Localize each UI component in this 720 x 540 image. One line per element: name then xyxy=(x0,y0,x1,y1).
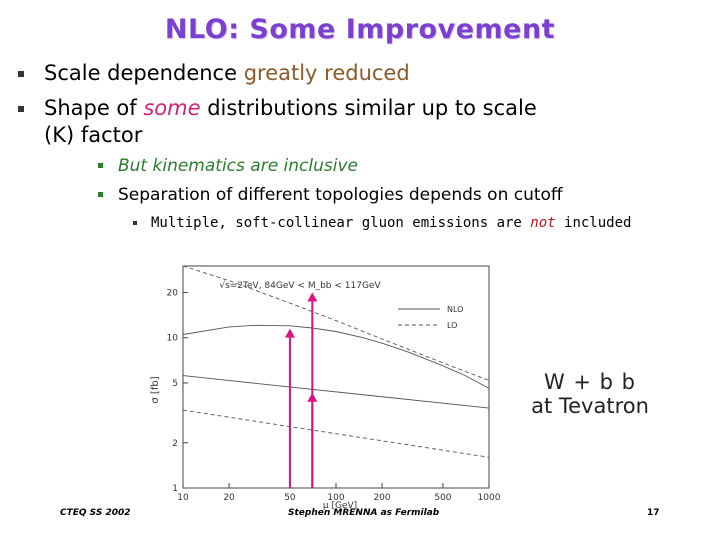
x-axis-label: μ [GeV] xyxy=(323,501,357,511)
highlight-text: some xyxy=(143,96,201,120)
bullet-text: Shape of some distributions similar up t… xyxy=(44,96,537,120)
scale-arrow-head xyxy=(307,392,318,402)
bullet-square-icon xyxy=(18,106,24,112)
y-tick-label: 10 xyxy=(167,334,179,344)
plot-frame xyxy=(182,265,490,489)
series-line-band-3 xyxy=(182,409,490,458)
x-tick-label: 50 xyxy=(284,493,296,503)
plot-legend: NLO LO xyxy=(398,305,463,330)
series-line-lo xyxy=(182,265,490,381)
highlight-text: not xyxy=(530,215,556,231)
plot-header: √s=2TeV, 84GeV < M_bb < 117GeV xyxy=(219,280,381,291)
legend-label-nlo: NLO xyxy=(447,305,463,314)
x-tick-label: 100 xyxy=(327,493,344,503)
bullet-text: Scale dependence greatly reduced xyxy=(44,61,410,85)
x-tick-label: 500 xyxy=(434,493,451,503)
legend-label-lo: LO xyxy=(447,321,457,330)
plot-arrows xyxy=(284,292,318,488)
bullet-text: Separation of different topologies depen… xyxy=(118,185,563,205)
y-tick-label: 5 xyxy=(172,379,178,389)
process-annotation: W + b b at Tevatron xyxy=(520,370,660,418)
x-tick-label: 200 xyxy=(373,493,390,503)
y-tick-label: 1 xyxy=(172,484,178,494)
footer-left: CTEQ SS 2002 xyxy=(60,508,131,518)
page-number: 17 xyxy=(647,508,660,518)
slide-title: NLO: Some Improvement xyxy=(164,14,556,45)
series-line-nlo xyxy=(182,324,490,389)
x-tick-label: 20 xyxy=(223,493,235,503)
bullet-square-icon xyxy=(98,163,103,168)
bullet-text: Multiple, soft-collinear gluon emissions… xyxy=(151,215,632,231)
y-tick-label: 2 xyxy=(172,439,178,449)
process-subtitle: at Tevatron xyxy=(531,394,649,418)
bullet-square-icon xyxy=(133,221,137,225)
scale-arrow-head xyxy=(284,328,295,338)
bullet-square-icon xyxy=(18,71,24,77)
bullet-text-continuation: (K) factor xyxy=(44,123,143,147)
y-axis-ticks: 1 2 5 10 20 xyxy=(167,288,188,494)
plot-curves xyxy=(182,265,490,458)
bullet-text: But kinematics are inclusive xyxy=(118,156,358,176)
x-tick-label: 10 xyxy=(177,493,189,503)
footer-center: Stephen MRENNA as Fermilab xyxy=(288,508,440,518)
x-tick-label: 1000 xyxy=(478,493,501,503)
y-tick-label: 20 xyxy=(167,288,179,298)
scale-dependence-plot: √s=2TeV, 84GeV < M_bb < 117GeV NLO LO 1 2 5… xyxy=(150,265,501,511)
bullet-square-icon xyxy=(98,192,103,197)
x-axis-ticks: 10 20 50 100 200 500 1000 xyxy=(177,483,501,503)
process-label: W + b b xyxy=(543,370,637,394)
y-axis-label: σ [fb] xyxy=(150,376,161,403)
scale-arrow-head xyxy=(307,292,318,302)
series-line-band-2 xyxy=(182,375,490,409)
highlight-text: greatly reduced xyxy=(243,61,410,85)
